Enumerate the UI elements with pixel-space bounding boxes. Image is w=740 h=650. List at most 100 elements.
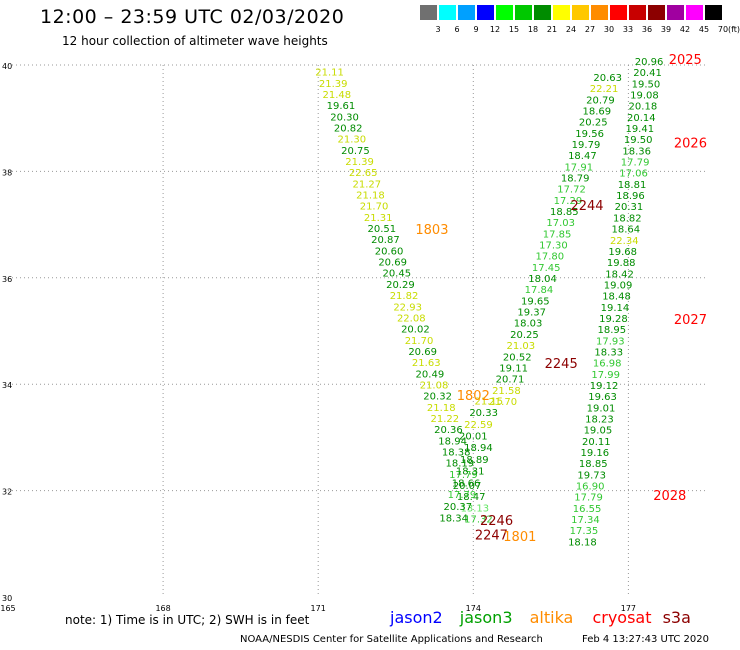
swh-value-track-east-b: 17.99 (591, 370, 620, 381)
swh-value-track-west: 20.49 (416, 369, 445, 380)
swh-value-track-west: 20.51 (367, 224, 396, 235)
lon-tick-label: 177 (621, 604, 636, 613)
scale-label: 6 (454, 25, 460, 34)
swh-value-track-east-b: 19.05 (584, 426, 613, 437)
swh-value-track-east-b: 18.42 (605, 269, 634, 280)
swh-value-track-east-b: 18.18 (568, 537, 597, 548)
scale-swatch (629, 5, 646, 20)
swh-value-track-east-b: 16.98 (593, 359, 622, 370)
pass-time-label: 2025 (669, 53, 702, 68)
swh-value-track-west: 20.69 (378, 258, 407, 269)
swh-value-track-east-b: 19.73 (577, 470, 606, 481)
scale-label: 15 (508, 25, 520, 34)
pass-time-label: 1803 (415, 223, 448, 238)
swh-value-track-middle: 18.94 (464, 443, 493, 454)
swh-value-track-east-b: 20.41 (633, 68, 662, 79)
swh-value-track-west: 21.22 (431, 414, 460, 425)
scale-label: 39 (660, 25, 672, 34)
scale-label: 36 (641, 25, 653, 34)
swh-value-track-west: 21.39 (345, 157, 374, 168)
swh-value-track-east-b: 18.95 (598, 325, 627, 336)
pass-time-label: 2245 (545, 357, 578, 372)
swh-value-track-east-b: 19.16 (580, 448, 609, 459)
scale-swatch (572, 5, 589, 20)
pass-time-label: 1802 (457, 389, 490, 404)
swh-value-track-middle: 22.59 (464, 420, 493, 431)
scale-label: 24 (565, 25, 577, 34)
pass-time-label: 2027 (674, 313, 707, 328)
swh-value-track-middle: 21.15 (474, 396, 503, 407)
scale-swatch (420, 5, 437, 20)
swh-value-track-east-a: 21.70 (488, 397, 517, 408)
scale-swatch (648, 5, 665, 20)
generated-timestamp: Feb 4 13:27:43 UTC 2020 (582, 634, 709, 645)
lat-tick-label: 40 (2, 62, 12, 71)
swh-value-track-west: 21.63 (412, 358, 441, 369)
swh-value-track-east-b: 19.88 (607, 258, 636, 269)
swh-value-track-west: 21.82 (390, 291, 419, 302)
swh-value-track-east-a: 17.03 (546, 218, 575, 229)
swh-value-track-east-a: 19.65 (521, 296, 550, 307)
swh-value-track-west: 20.02 (401, 325, 430, 336)
pass-time-label: 2244 (570, 199, 603, 214)
swh-value-track-east-b: 17.93 (596, 336, 625, 347)
swh-value-track-west: 18.38 (442, 447, 471, 458)
swh-value-track-east-b: 19.14 (601, 303, 630, 314)
scale-swatch (496, 5, 513, 20)
pass-time-label: 1801 (503, 530, 536, 545)
scale-label: 33 (622, 25, 634, 34)
legend-s3a: s3a (662, 608, 691, 627)
swh-value-track-middle: 18.31 (456, 467, 485, 478)
wave-height-values: 21.1121.3921.4819.6120.3020.8221.3020.75… (315, 57, 663, 548)
legend-jason2: jason2 (390, 608, 443, 627)
swh-value-track-east-b: 19.08 (630, 91, 659, 102)
swh-value-track-east-a: 17.72 (557, 185, 586, 196)
lon-tick-label: 174 (466, 604, 481, 613)
swh-value-track-west: 19.61 (327, 101, 356, 112)
scale-label: 12 (489, 25, 501, 34)
swh-value-track-east-b: 18.64 (611, 225, 640, 236)
satellite-legend: jason2 jason3 altika cryosat s3a (390, 608, 691, 627)
swh-value-track-west: 20.60 (375, 246, 404, 257)
swh-value-track-east-a: 19.37 (517, 308, 546, 319)
scale-swatch (553, 5, 570, 20)
swh-value-track-east-b: 16.90 (576, 482, 605, 493)
swh-value-track-east-a: 19.79 (572, 140, 601, 151)
swh-value-track-east-b: 18.23 (585, 415, 614, 426)
swh-value-track-east-a: 17.45 (532, 263, 561, 274)
swh-value-track-west: 21.18 (356, 191, 385, 202)
swh-value-track-east-b: 19.68 (608, 247, 637, 258)
swh-value-track-west: 21.48 (322, 90, 351, 101)
lat-tick-label: 38 (2, 168, 12, 177)
scale-label: 30 (603, 25, 615, 34)
scale-label: 27 (584, 25, 596, 34)
swh-value-track-west: 21.08 (420, 380, 449, 391)
swh-value-track-west: 20.36 (434, 425, 463, 436)
lat-tick-label: 30 (2, 594, 12, 603)
swh-value-track-west: 21.11 (315, 68, 344, 79)
swh-value-track-east-a: 17.80 (535, 252, 564, 263)
swh-value-track-east-b: 17.06 (619, 169, 648, 180)
swh-value-track-east-b: 18.81 (618, 180, 647, 191)
swh-value-track-west: 17.79 (449, 470, 478, 481)
swh-value-track-west: 17.32 (464, 515, 493, 526)
pass-time-label: 2028 (653, 489, 686, 504)
swh-value-track-east-a: 20.63 (593, 73, 622, 84)
swh-value-track-east-b: 19.50 (624, 135, 653, 146)
swh-value-track-east-a: 20.52 (503, 352, 532, 363)
swh-value-track-east-b: 19.12 (590, 381, 619, 392)
swh-value-track-west: 18.19 (446, 459, 475, 470)
scale-swatch (534, 5, 551, 20)
swh-value-track-west: 20.87 (371, 235, 400, 246)
swh-value-track-west: 20.69 (408, 347, 437, 358)
pass-time-label: 2246 (480, 514, 513, 529)
lat-tick-label: 34 (2, 381, 12, 390)
scale-label: 9 (473, 25, 479, 34)
swh-value-track-east-a: 19.56 (575, 129, 604, 140)
swh-value-track-east-a: 18.85 (550, 207, 579, 218)
lon-tick-label: 168 (155, 604, 170, 613)
swh-value-track-east-b: 19.50 (632, 79, 661, 90)
swh-value-track-west: 18.47 (457, 492, 486, 503)
